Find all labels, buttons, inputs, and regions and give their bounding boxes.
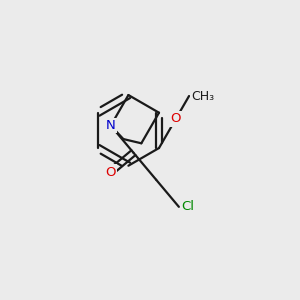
Text: O: O xyxy=(170,112,181,125)
Text: CH₃: CH₃ xyxy=(191,89,214,103)
Text: Cl: Cl xyxy=(181,200,194,213)
Text: N: N xyxy=(106,119,116,132)
Text: O: O xyxy=(105,166,116,178)
